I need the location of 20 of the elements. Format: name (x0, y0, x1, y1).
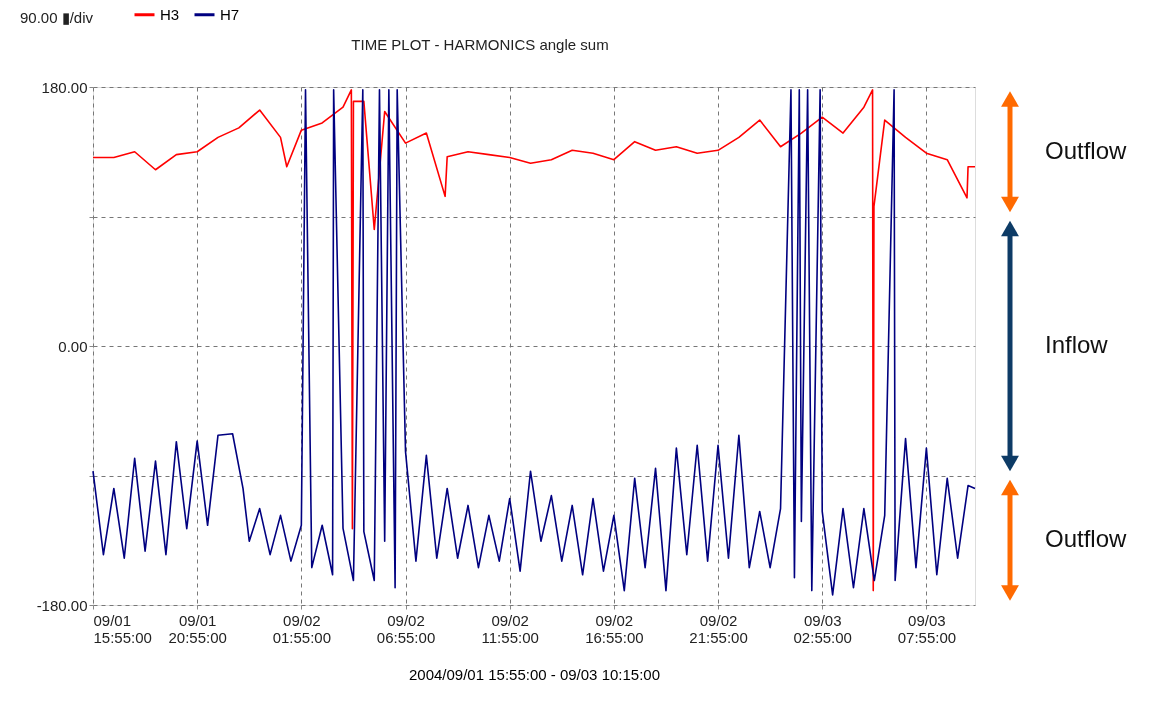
y-tick-label: 0.00 (58, 337, 88, 355)
text: Outflow (1045, 525, 1128, 553)
legend-label: H7 (220, 5, 240, 23)
legend-label: H3 (160, 5, 180, 23)
text: 90.00 ▮/div (20, 9, 94, 26)
text: Inflow (1045, 331, 1109, 358)
x-tick-label: 09/02 01:55:00 (272, 611, 332, 646)
x-tick-label: 09/01 20:55:00 (168, 611, 227, 646)
x-axis-title: 2004/09/01 15:55:00 - 09/03 10:15:00 (408, 665, 661, 683)
text: Outflow (1045, 136, 1128, 164)
y-tick-label: -180.00 (36, 596, 88, 614)
x-tick-label: 09/03 07:55:00 (897, 611, 957, 646)
x-tick-label: 09/02 21:55:00 (689, 611, 748, 646)
x-tick-label: 09/03 02:55:00 (793, 611, 852, 646)
x-tick-label: 09/02 16:55:00 (585, 611, 644, 646)
x-tick-label: 09/02 06:55:00 (376, 611, 436, 646)
x-tick-label: 09/01 15:55:00 (93, 611, 152, 646)
y-tick-label: 180.00 (41, 78, 88, 96)
chart-title: TIME PLOT - HARMONICS angle sum (351, 36, 609, 53)
x-tick-label: 09/02 11:55:00 (481, 611, 539, 646)
